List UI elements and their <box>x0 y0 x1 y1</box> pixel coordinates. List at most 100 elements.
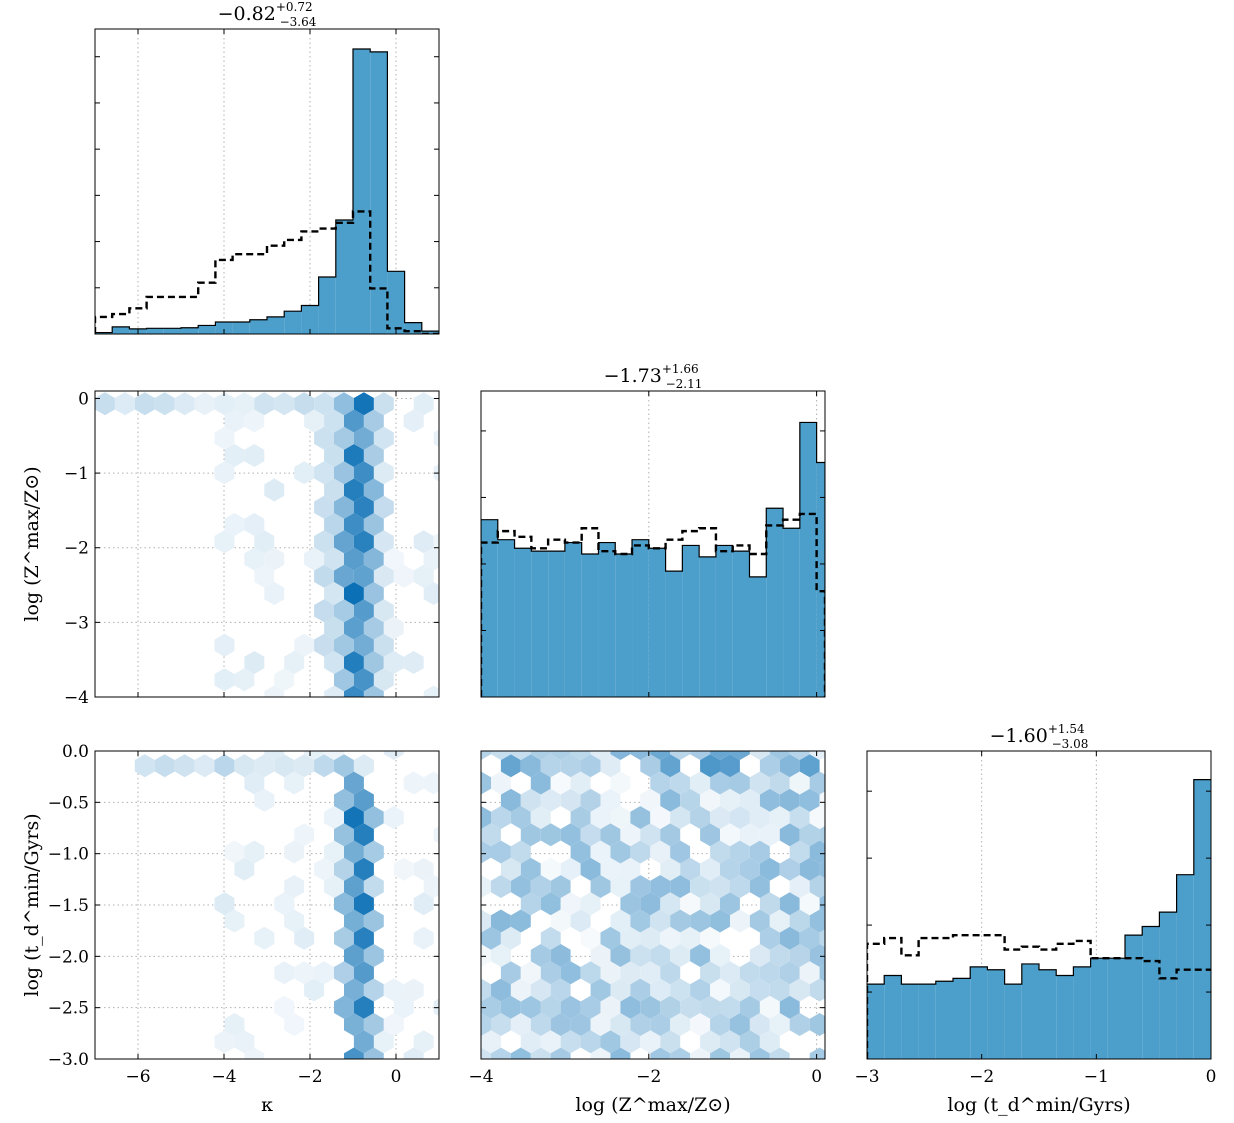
hexbin <box>294 754 315 778</box>
hexbin <box>413 926 434 950</box>
hexbin <box>134 754 155 778</box>
hexbin <box>670 1013 691 1036</box>
hexbin <box>363 1013 384 1036</box>
hexbin <box>244 840 265 864</box>
hist-bar <box>531 551 549 697</box>
hexbin <box>550 1013 571 1036</box>
y-axis-label-logZmax: log (Z^max/Z⊙) <box>21 466 43 621</box>
x-axis-label-logtdmin: log (t_d^min/Gyrs) <box>947 1094 1130 1116</box>
hist-bar <box>198 325 216 334</box>
hexbin <box>244 547 265 571</box>
hexbin <box>234 668 255 692</box>
hexbin <box>620 823 641 847</box>
hexbin <box>650 875 671 898</box>
hexbin <box>274 892 295 916</box>
hexbin <box>720 961 740 985</box>
hist-bar <box>1125 935 1143 1059</box>
hexbin <box>700 961 720 985</box>
hexbin <box>650 944 671 967</box>
hexbin <box>739 995 760 1019</box>
s20-x-tick-label: −6 <box>125 1067 150 1087</box>
hexbin <box>610 806 631 829</box>
hexbin <box>560 857 581 881</box>
s21-x-tick-label: −4 <box>468 1067 493 1087</box>
h2-bars <box>867 779 1211 1059</box>
hexbin <box>284 840 305 864</box>
hexbin <box>530 751 551 760</box>
hexbin <box>294 823 315 847</box>
hist-bar <box>1090 958 1108 1059</box>
hexbin <box>759 823 780 847</box>
hexbin <box>363 909 384 933</box>
hexbin <box>324 444 344 467</box>
hexbin <box>730 751 750 760</box>
hexbin <box>500 926 521 950</box>
hexbin <box>403 771 424 795</box>
hexbin <box>214 392 235 416</box>
hexbin <box>214 426 235 450</box>
hexbin <box>640 892 661 916</box>
hexbin <box>779 823 800 847</box>
hexbin <box>710 909 730 933</box>
hexbin <box>620 1030 641 1054</box>
hexbin <box>700 995 720 1019</box>
hexbin <box>620 961 641 985</box>
s20-y-tick-label: −0.5 <box>48 793 89 813</box>
hexbin <box>324 391 344 398</box>
hexbin <box>274 995 295 1019</box>
hexbin <box>610 1047 631 1059</box>
hexbin <box>749 875 770 898</box>
hexbin <box>334 926 354 950</box>
hexbin <box>254 530 275 554</box>
hexbin <box>620 857 641 881</box>
hexbin <box>720 995 740 1019</box>
h2-x-tick-label: 0 <box>1206 1067 1217 1087</box>
hexbin <box>680 995 701 1019</box>
hexbin <box>353 961 374 985</box>
y-axis-label-logtdmin: log (t_d^min/Gyrs) <box>21 813 43 996</box>
hexbin <box>344 1047 364 1059</box>
hexbin <box>344 944 364 967</box>
hexbin <box>759 857 780 881</box>
hexbin <box>373 426 394 450</box>
s20-y-tick-label: −2.5 <box>48 999 89 1019</box>
hexbin <box>769 771 790 795</box>
hexbin <box>779 926 800 950</box>
s21-hexbins <box>481 751 825 1059</box>
h0-bars <box>95 48 439 334</box>
hexbin <box>353 426 374 450</box>
hist-bar <box>514 548 532 697</box>
hexbin <box>334 426 354 450</box>
hexbin <box>234 392 255 416</box>
hexbin <box>510 978 531 1002</box>
hexbin <box>363 547 384 571</box>
hexbin <box>334 823 354 847</box>
hexbin <box>600 857 621 881</box>
hexbin <box>710 875 730 898</box>
hexbin <box>481 978 491 1002</box>
prior-dashed-line <box>481 512 825 697</box>
hexbin <box>344 806 364 829</box>
hexbin <box>779 995 800 1019</box>
hexbin <box>730 1047 750 1059</box>
hexbin <box>284 1013 305 1036</box>
hexbin <box>324 582 344 605</box>
hexbin <box>423 547 439 571</box>
hexbin <box>799 857 820 881</box>
hist-bar <box>1073 966 1091 1059</box>
hist-bar <box>632 539 649 697</box>
hexbin <box>789 771 810 795</box>
h2-title: −1.60+1.54 −3.08 <box>990 722 1089 751</box>
hexbin <box>730 771 750 795</box>
hexbin <box>700 754 720 778</box>
hexbin <box>413 392 434 416</box>
hexbin <box>600 823 621 847</box>
hexbin <box>244 771 265 795</box>
hexbin <box>353 392 374 416</box>
hexbin <box>570 751 591 760</box>
hexbin <box>720 857 740 881</box>
hexbin <box>520 823 541 847</box>
hexbin <box>373 633 394 657</box>
hist-bar <box>284 311 302 334</box>
hexbin <box>590 806 611 829</box>
